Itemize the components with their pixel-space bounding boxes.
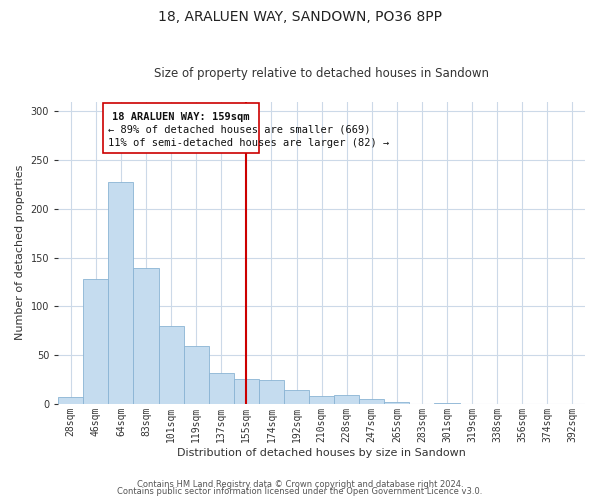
Bar bbox=[103, 104, 259, 153]
Text: 18, ARALUEN WAY, SANDOWN, PO36 8PP: 18, ARALUEN WAY, SANDOWN, PO36 8PP bbox=[158, 10, 442, 24]
Bar bbox=[359, 399, 385, 404]
Bar bbox=[133, 268, 158, 404]
Bar bbox=[58, 397, 83, 404]
Text: Contains HM Land Registry data © Crown copyright and database right 2024.: Contains HM Land Registry data © Crown c… bbox=[137, 480, 463, 489]
Text: ← 89% of detached houses are smaller (669): ← 89% of detached houses are smaller (66… bbox=[109, 125, 371, 135]
Bar bbox=[158, 326, 184, 404]
Bar bbox=[184, 346, 209, 404]
Bar bbox=[385, 402, 409, 404]
Title: Size of property relative to detached houses in Sandown: Size of property relative to detached ho… bbox=[154, 66, 489, 80]
Text: 18 ARALUEN WAY: 159sqm: 18 ARALUEN WAY: 159sqm bbox=[112, 112, 250, 122]
Bar bbox=[309, 396, 334, 404]
Bar bbox=[109, 182, 133, 404]
Text: Contains public sector information licensed under the Open Government Licence v3: Contains public sector information licen… bbox=[118, 487, 482, 496]
Bar bbox=[434, 403, 460, 404]
X-axis label: Distribution of detached houses by size in Sandown: Distribution of detached houses by size … bbox=[177, 448, 466, 458]
Bar bbox=[284, 390, 309, 404]
Bar bbox=[209, 372, 234, 404]
Bar bbox=[83, 279, 109, 404]
Bar bbox=[234, 378, 259, 404]
Bar bbox=[334, 395, 359, 404]
Y-axis label: Number of detached properties: Number of detached properties bbox=[15, 165, 25, 340]
Bar bbox=[259, 380, 284, 404]
Text: 11% of semi-detached houses are larger (82) →: 11% of semi-detached houses are larger (… bbox=[109, 138, 389, 147]
